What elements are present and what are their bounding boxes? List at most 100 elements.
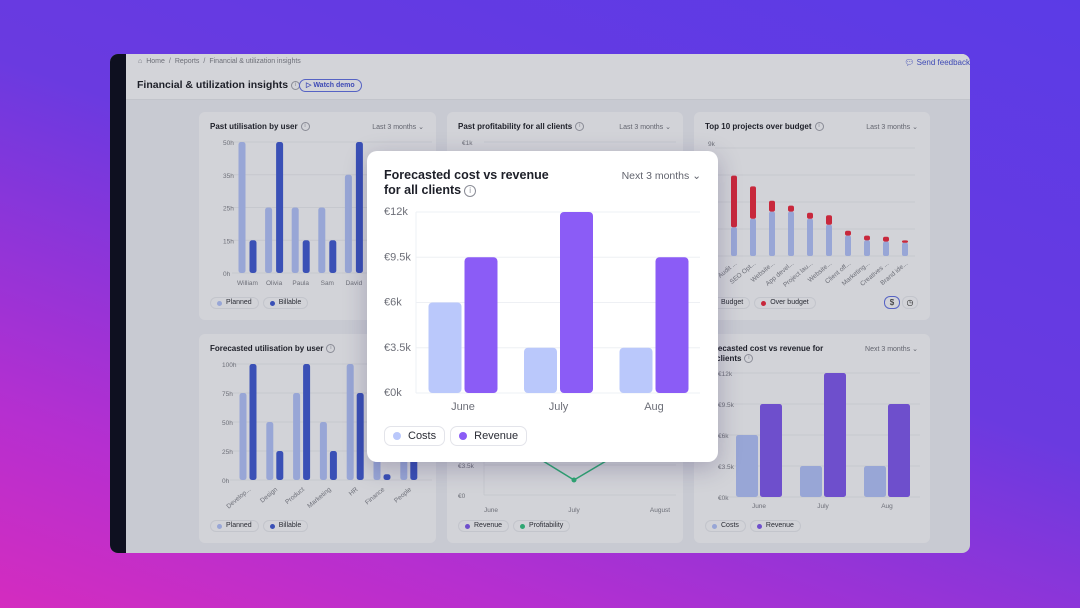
y-tick-label: €0 (458, 493, 466, 500)
x-tick-label: Marketing (306, 486, 333, 510)
range-dropdown[interactable]: Last 3 months ⌄ (372, 123, 424, 131)
y-tick-label: €12k (718, 371, 733, 378)
sidebar (110, 54, 126, 553)
breadcrumb-home[interactable]: Home (146, 58, 165, 65)
clock-icon[interactable]: ◷ (902, 296, 918, 309)
range-dropdown[interactable]: Last 3 months ⌄ (619, 123, 671, 131)
breadcrumb-reports[interactable]: Reports (174, 58, 200, 65)
currency-toggle[interactable]: $ (884, 296, 900, 309)
home-icon: ⌂ (138, 58, 143, 65)
send-feedback-label: Send feedback (916, 58, 970, 67)
legend-over-budget[interactable]: Over budget (754, 297, 816, 309)
bar-budget (788, 211, 794, 256)
legend-revenue[interactable]: Revenue (749, 520, 801, 532)
dot-icon (520, 523, 526, 529)
bar-budget (883, 241, 889, 256)
bar-budget (864, 240, 870, 256)
y-tick-label: 50h (223, 140, 234, 147)
legend-label: Revenue (765, 522, 794, 529)
info-icon[interactable]: i (575, 122, 585, 132)
watch-demo-button[interactable]: ▷ Watch demo (299, 79, 362, 92)
bar-billable (383, 474, 391, 480)
dot-icon (761, 300, 767, 306)
y-tick-label: 25h (223, 206, 234, 213)
bar-revenue (824, 373, 846, 497)
y-tick-label: €3.5k (384, 342, 411, 354)
dot-icon (393, 432, 401, 440)
info-icon[interactable]: i (814, 122, 824, 132)
chevron-down-icon: ⌄ (912, 346, 918, 353)
chevron-down-icon: ⌄ (665, 124, 671, 131)
range-dropdown[interactable]: Next 3 months ⌄ (622, 170, 701, 182)
bar-costs (428, 302, 462, 393)
bar-planned (344, 174, 352, 273)
range-dropdown[interactable]: Next 3 months ⌄ (865, 345, 918, 353)
legend-billable[interactable]: Billable (262, 297, 309, 309)
y-tick-label: €3.5k (458, 463, 475, 470)
bar-billable (329, 240, 337, 273)
popup-title: Forecasted cost vs revenue for all clien… (384, 168, 564, 198)
bar-billable (355, 142, 363, 273)
legend-billable[interactable]: Billable (262, 520, 309, 532)
card-title-text: Past utilisation by user (210, 122, 298, 131)
legend-costs[interactable]: Costs (384, 426, 446, 446)
bar-billable (276, 142, 284, 273)
bar-budget (845, 235, 851, 256)
y-tick-label: €9.5k (384, 251, 411, 263)
y-tick-label: €6k (384, 297, 402, 309)
bar-planned (266, 422, 274, 480)
legend-label: Planned (226, 522, 252, 529)
y-tick-label: 50h (222, 420, 233, 427)
bar-budget (769, 211, 775, 256)
bar-revenue (464, 257, 498, 393)
send-feedback-button[interactable]: 💬︎ Send feedback (904, 58, 970, 67)
legend: Revenue Profitability (458, 520, 571, 532)
legend-costs[interactable]: Costs (705, 520, 746, 532)
y-tick-label: €9.5k (718, 402, 735, 409)
bar-planned (291, 207, 299, 273)
legend: Costs Revenue (705, 520, 801, 532)
card-title-text: Past profitability for all clients (458, 122, 573, 131)
bar-costs (736, 435, 758, 497)
legend-label: Revenue (474, 430, 519, 442)
bar-over-budget (788, 205, 794, 212)
breadcrumb: ⌂ Home / Reports / Financial & utilization in… (138, 58, 301, 65)
play-icon: ▷ (306, 82, 314, 89)
bar-budget (750, 218, 756, 256)
x-tick-label: HR (348, 486, 360, 498)
legend-revenue[interactable]: Revenue (458, 520, 510, 532)
bar-over-budget (731, 175, 737, 228)
legend: Costs Revenue (384, 426, 528, 446)
dot-icon (217, 523, 222, 529)
x-tick-label: July (568, 507, 580, 514)
legend-planned[interactable]: Planned (210, 297, 259, 309)
legend-revenue[interactable]: Revenue (450, 426, 528, 446)
bar-billable (303, 364, 311, 480)
x-tick-label: July (817, 503, 829, 510)
info-icon[interactable]: i (326, 344, 336, 354)
legend-profitability[interactable]: Profitability (513, 520, 571, 532)
range-dropdown[interactable]: Last 3 months ⌄ (866, 123, 918, 131)
bar-budget (731, 227, 737, 256)
card-title: Past profitability for all clients i (458, 122, 585, 132)
chat-icon: 💬︎ (904, 58, 917, 67)
profitability-point (571, 477, 577, 483)
bar-costs (864, 466, 886, 497)
y-tick-label: €0k (384, 387, 402, 399)
breadcrumb-current: Financial & utilization insights (209, 58, 301, 65)
bar-budget (902, 242, 908, 256)
dot-icon (217, 300, 222, 306)
legend-planned[interactable]: Planned (210, 520, 259, 532)
bar-planned (239, 393, 247, 480)
info-icon[interactable]: i (300, 122, 310, 132)
chevron-down-icon: ⌄ (692, 170, 701, 182)
card-title: Forecasted utilisation by user i (210, 344, 336, 354)
y-tick-label: 25h (222, 449, 233, 456)
dot-icon (756, 523, 762, 529)
legend: Budget Over budget (705, 297, 816, 309)
info-icon[interactable]: i (464, 184, 477, 197)
card-title-text: Forecasted cost vs revenue for all clien… (705, 344, 824, 363)
legend-label: Costs (408, 430, 437, 442)
info-icon[interactable]: i (744, 354, 754, 364)
x-tick-label: August (650, 507, 670, 514)
